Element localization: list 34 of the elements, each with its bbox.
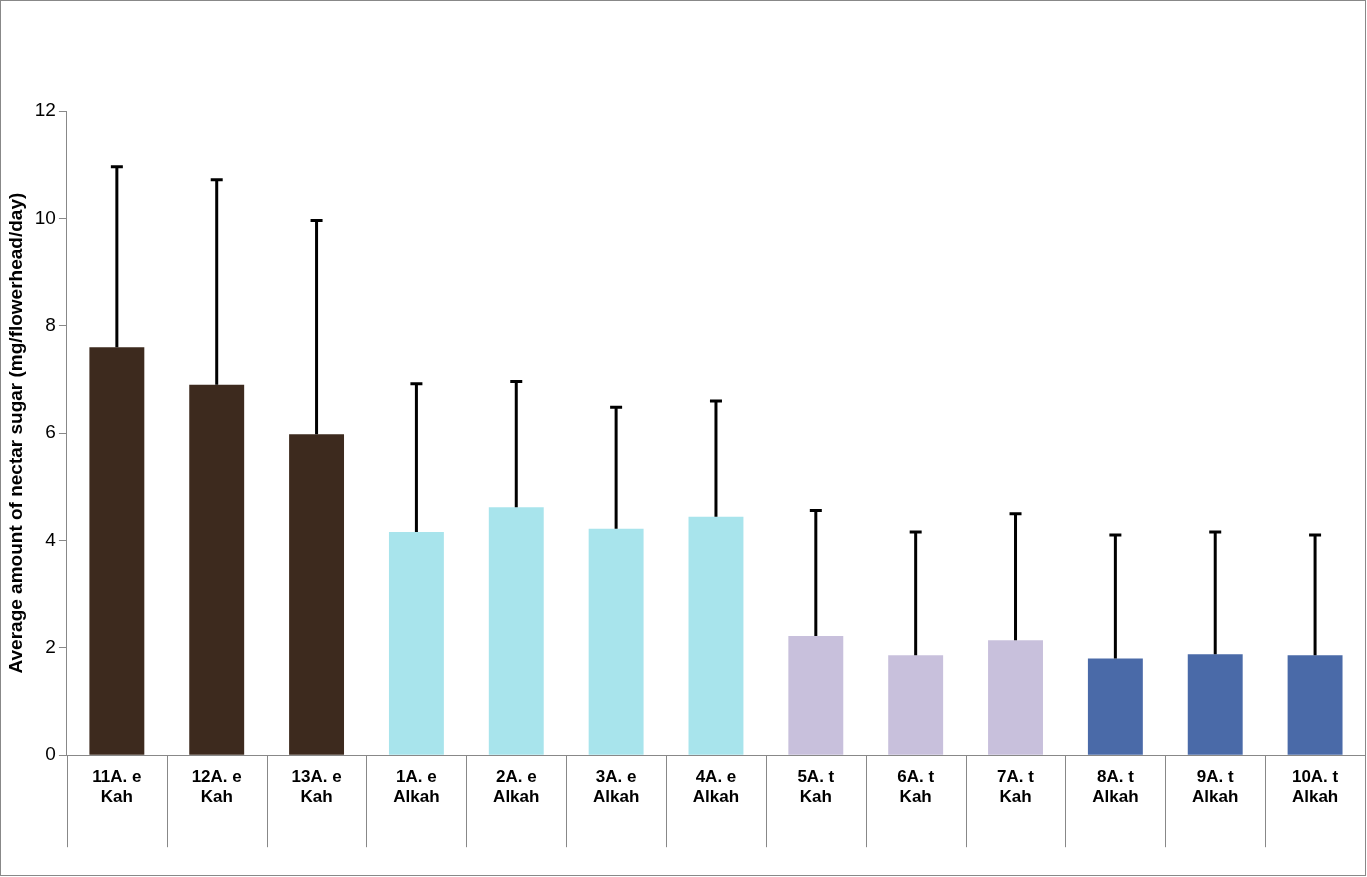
y-tick-label: 4 xyxy=(45,528,57,550)
x-tick-label: 7A. t Kah xyxy=(997,767,1035,807)
y-tick-label: 2 xyxy=(45,636,56,658)
bar xyxy=(189,384,245,755)
x-tick-label: 3A. e Alkah xyxy=(592,767,640,807)
x-tick-label: 12A. e Kah xyxy=(191,767,242,807)
bar xyxy=(888,655,944,755)
bar xyxy=(1187,654,1243,755)
x-tick-label: 6A. t Kah xyxy=(897,767,935,807)
bar xyxy=(588,528,644,755)
x-tick-label: 11A. e Kah xyxy=(92,767,142,807)
bar xyxy=(1087,658,1143,755)
x-tick-label: 2A. e Alkah xyxy=(493,767,540,807)
x-tick-label: 9A. t Alkah xyxy=(1192,767,1239,807)
bar xyxy=(289,434,345,755)
x-tick-label: 8A. t Alkah xyxy=(1092,767,1139,807)
bar xyxy=(89,347,145,755)
bar xyxy=(788,636,844,755)
x-tick-label: 1A. e Alkah xyxy=(393,767,440,807)
y-tick-label: 8 xyxy=(45,313,56,335)
y-tick-label: 0 xyxy=(45,743,56,765)
x-tick-label: 4A. e Alkah xyxy=(692,767,740,807)
bar xyxy=(388,531,444,755)
y-tick-label: 10 xyxy=(34,206,56,228)
x-tick-label: 5A. t Kah xyxy=(797,767,835,807)
x-tick-label: 13A. e Kah xyxy=(291,767,342,807)
bar xyxy=(1287,655,1343,755)
y-axis-title: Average amount of nectar sugar (mg/flowerhead/day) xyxy=(4,192,26,674)
y-tick-label: 6 xyxy=(45,421,56,443)
bar xyxy=(488,507,544,755)
bar xyxy=(988,640,1043,755)
bar xyxy=(688,516,744,755)
y-tick-label: 12 xyxy=(34,99,56,121)
x-tick-label: 10A. t Alkah xyxy=(1291,767,1339,807)
